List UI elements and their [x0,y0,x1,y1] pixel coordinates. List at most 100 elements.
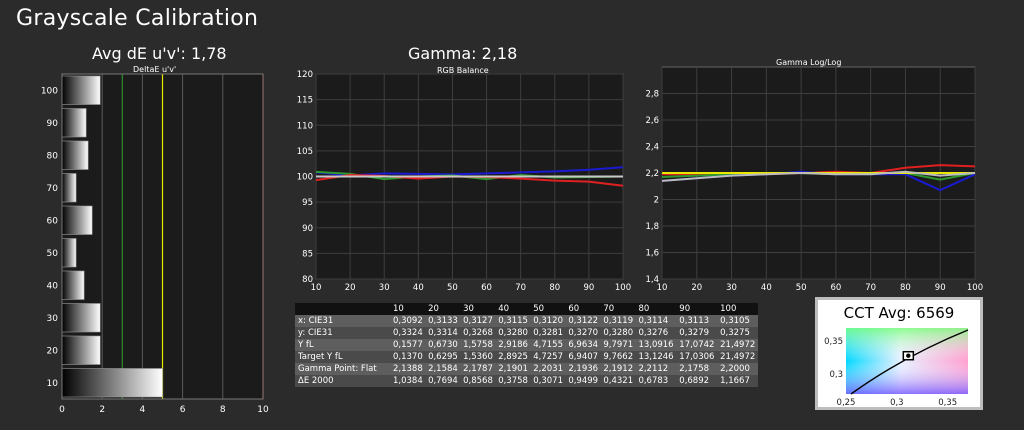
y-tick-label: 85 [302,249,313,259]
table-cell: 0,3276 [635,327,677,339]
deltae-bar [61,368,163,398]
rgb-series-line [315,166,624,177]
table-cell: 0,3122 [565,315,601,327]
y-tick-label: 50 [47,249,59,259]
table-row: Gamma Point: Flat 2,1388 2,1584 2,1787 2,190… [295,363,758,375]
y-tick-label: 0,3 [829,370,843,380]
deltae-bar [61,140,89,170]
table-row: y: CIE31 0,3324 0,3314 0,3268 0,3280 0,3281 0,… [295,327,758,339]
table-cell: 13,1246 [635,351,677,363]
y-tick-label: 20 [47,346,59,356]
table-cell: 2,1584 [425,363,461,375]
rgb-balance-chart: 80 85 90 95 100 105 110 115 120 10 20 30 40 50 60 70 80 9… [297,70,631,293]
gamma-loglog-subtitle: Gamma Log/Log [776,58,842,67]
deltae-bar [61,335,101,365]
x-tick-label: 30 [379,283,390,293]
table-cell: 2,1388 [390,363,426,375]
table-cell: 0,6730 [425,339,461,351]
table-cell: 2,2031 [530,363,566,375]
y-tick-label: 60 [47,216,59,226]
y-tick-label: 80 [302,275,313,285]
table-cell: 2,1912 [600,363,636,375]
table-cell: 1,5360 [460,351,496,363]
x-tick-label: 20 [345,283,356,293]
table-header-cell: 10 [390,303,426,315]
x-tick-label: 4 [140,405,146,415]
table-cell: 9,7662 [600,351,636,363]
table-cell: 0,3114 [635,315,677,327]
y-tick-label: 105 [297,147,313,157]
y-tick-label: 1,4 [645,275,659,285]
table-cell: 0,7694 [425,375,461,387]
gamma-headline: Gamma: 2,18 [408,44,518,63]
table-cell: 0,3113 [676,315,718,327]
table-cell: 1,0384 [390,375,426,387]
table-cell: 21,4972 [717,339,758,351]
x-tick-label: 30 [726,283,737,293]
table-cell: 0,3275 [717,327,758,339]
table-cell: 0,6892 [676,375,718,387]
table-row: ΔE 2000 1,0384 0,7694 0,8568 0,3758 0,3071 0,9… [295,375,758,387]
table-row: x: CIE31 0,3092 0,3133 0,3127 0,3115 0,3120 0,… [295,315,758,327]
y-tick-label: 2,8 [645,90,659,100]
table-row-label: Gamma Point: Flat [295,363,390,375]
table-header-cell: 90 [676,303,718,315]
x-tick-label: 20 [691,283,702,293]
table-row: Y fL 0,1577 0,6730 1,5758 2,9186 4,7155 6,9634… [295,339,758,351]
table-cell: 6,9407 [565,351,601,363]
x-tick-label: 50 [796,283,807,293]
table-header-cell: 80 [635,303,677,315]
x-tick-label: 90 [583,283,594,293]
table-cell: 13,0916 [635,339,677,351]
x-tick-label: 70 [865,283,876,293]
table-cell: 0,3120 [530,315,566,327]
table-cell: 2,8925 [495,351,531,363]
table-cell: 0,3280 [600,327,636,339]
x-tick-label: 10 [657,283,668,293]
table-cell: 2,1758 [676,363,718,375]
y-tick-label: 115 [297,96,313,106]
gamma-series-line [661,170,976,182]
table-cell: 2,9186 [495,339,531,351]
y-tick-label: 110 [297,121,313,131]
table-cell: 2,2112 [635,363,677,375]
measurement-table: 10 20 30 40 50 60 70 80 90 100 x: CIE31 0… [295,303,758,387]
table-header-cell: 60 [565,303,601,315]
table-cell: 0,3092 [390,315,426,327]
table-cell: 0,3071 [530,375,566,387]
table-cell: 0,3119 [600,315,636,327]
y-tick-label: 1,8 [645,222,659,232]
table-row-label: x: CIE31 [295,315,390,327]
y-tick-label: 30 [47,314,59,324]
table-row-label: Y fL [295,339,390,351]
table-cell: 0,3268 [460,327,496,339]
x-tick-label: 40 [413,283,424,293]
x-tick-label: 100 [967,283,983,293]
y-tick-label: 120 [297,70,313,80]
table-cell: 1,1667 [717,375,758,387]
table-cell: 0,3127 [460,315,496,327]
table-cell: 0,3281 [530,327,566,339]
table-cell: 0,3314 [425,327,461,339]
x-tick-label: 80 [900,283,911,293]
x-tick-label: 2 [99,405,105,415]
deltae-bar [61,173,77,203]
cct-panel: CCT Avg: 6569 0,25 0,3 0,35 0,3 0,35 [815,297,983,410]
table-header-cell [295,303,390,315]
x-tick-label: 0,35 [938,398,957,407]
table-cell: 0,8568 [460,375,496,387]
cct-avg-label: CCT Avg: 6569 [843,304,955,322]
table-cell: 0,3324 [390,327,426,339]
table-cell: 21,4972 [717,351,758,363]
table-cell: 0,1370 [390,351,426,363]
x-tick-label: 90 [935,283,946,293]
table-header-row: 10 20 30 40 50 60 70 80 90 100 [295,303,758,315]
table-cell: 0,3105 [717,315,758,327]
table-cell: 0,3758 [495,375,531,387]
table-cell: 2,1901 [495,363,531,375]
table-cell: 2,1787 [460,363,496,375]
x-tick-label: 60 [830,283,841,293]
y-tick-label: 40 [47,281,59,291]
table-cell: 0,6783 [635,375,677,387]
table-cell: 0,3270 [565,327,601,339]
